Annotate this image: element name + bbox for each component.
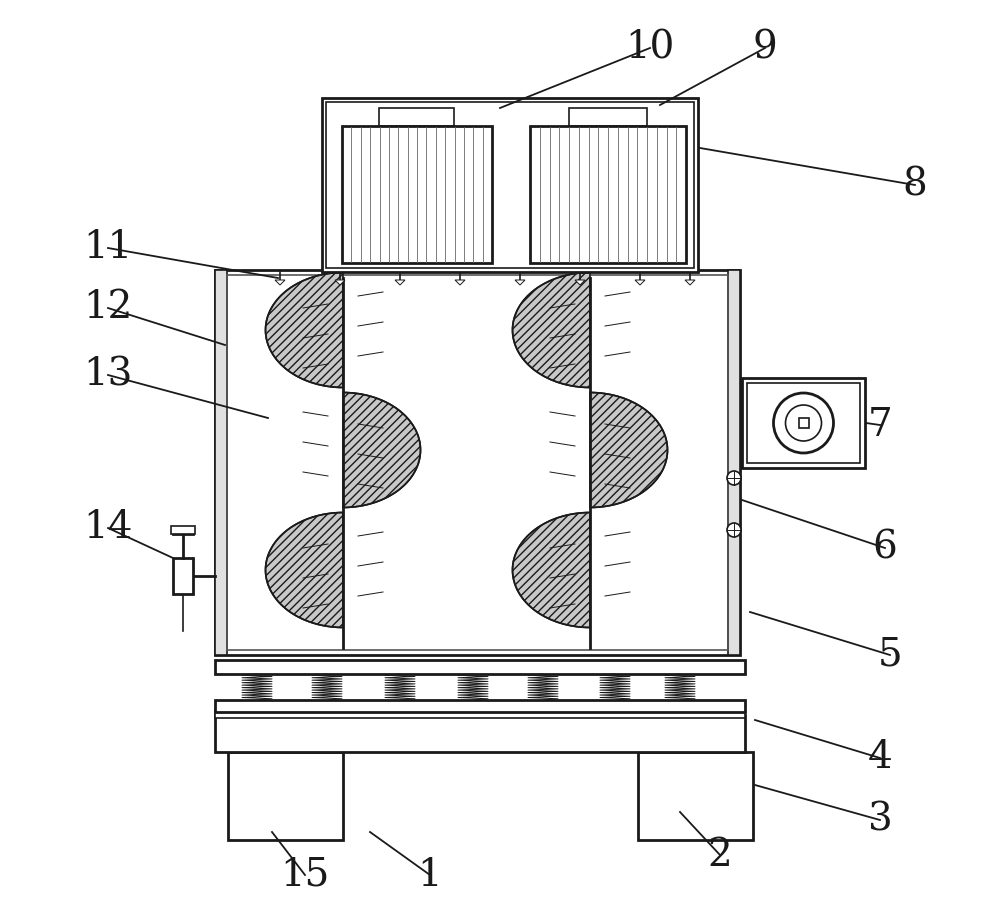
Text: 14: 14 bbox=[83, 509, 133, 547]
Bar bbox=[171, 526, 195, 534]
Text: 1: 1 bbox=[418, 856, 442, 893]
Text: 3: 3 bbox=[868, 802, 892, 838]
Polygon shape bbox=[635, 280, 645, 285]
Bar bbox=[798, 418, 808, 428]
Bar bbox=[215, 270, 740, 655]
Polygon shape bbox=[515, 280, 525, 285]
Polygon shape bbox=[266, 512, 343, 627]
Text: 5: 5 bbox=[878, 637, 902, 673]
Polygon shape bbox=[575, 280, 585, 285]
Text: 7: 7 bbox=[868, 407, 892, 443]
Bar bbox=[638, 752, 753, 840]
Polygon shape bbox=[513, 512, 590, 627]
Bar bbox=[227, 275, 728, 650]
Bar bbox=[215, 710, 745, 718]
Bar bbox=[215, 700, 745, 712]
Bar bbox=[342, 126, 492, 263]
Bar bbox=[530, 126, 686, 263]
Bar bbox=[747, 383, 860, 463]
Bar bbox=[569, 108, 647, 126]
Polygon shape bbox=[266, 272, 343, 387]
Bar bbox=[173, 558, 193, 594]
Circle shape bbox=[786, 405, 822, 441]
Circle shape bbox=[727, 471, 741, 485]
Bar bbox=[326, 102, 694, 268]
Polygon shape bbox=[343, 392, 420, 507]
Polygon shape bbox=[513, 272, 590, 387]
Bar bbox=[728, 270, 740, 655]
Circle shape bbox=[774, 393, 834, 453]
Polygon shape bbox=[455, 280, 465, 285]
Bar bbox=[215, 660, 745, 674]
Bar bbox=[379, 108, 454, 126]
Circle shape bbox=[727, 523, 741, 537]
Bar bbox=[215, 715, 745, 752]
Text: 12: 12 bbox=[83, 289, 133, 326]
Text: 6: 6 bbox=[873, 529, 897, 566]
Bar bbox=[742, 378, 865, 468]
Text: 4: 4 bbox=[868, 739, 892, 777]
Text: 9: 9 bbox=[753, 29, 777, 67]
Polygon shape bbox=[335, 280, 345, 285]
Text: 8: 8 bbox=[903, 167, 927, 203]
Polygon shape bbox=[275, 280, 285, 285]
Text: 2: 2 bbox=[708, 836, 732, 874]
Text: 13: 13 bbox=[83, 356, 133, 394]
Text: 10: 10 bbox=[625, 29, 675, 67]
Bar bbox=[322, 98, 698, 272]
Bar bbox=[228, 752, 343, 840]
Polygon shape bbox=[590, 392, 667, 507]
Polygon shape bbox=[685, 280, 695, 285]
Bar bbox=[215, 270, 227, 655]
Polygon shape bbox=[395, 280, 405, 285]
Text: 11: 11 bbox=[83, 230, 133, 267]
Text: 15: 15 bbox=[280, 856, 330, 893]
